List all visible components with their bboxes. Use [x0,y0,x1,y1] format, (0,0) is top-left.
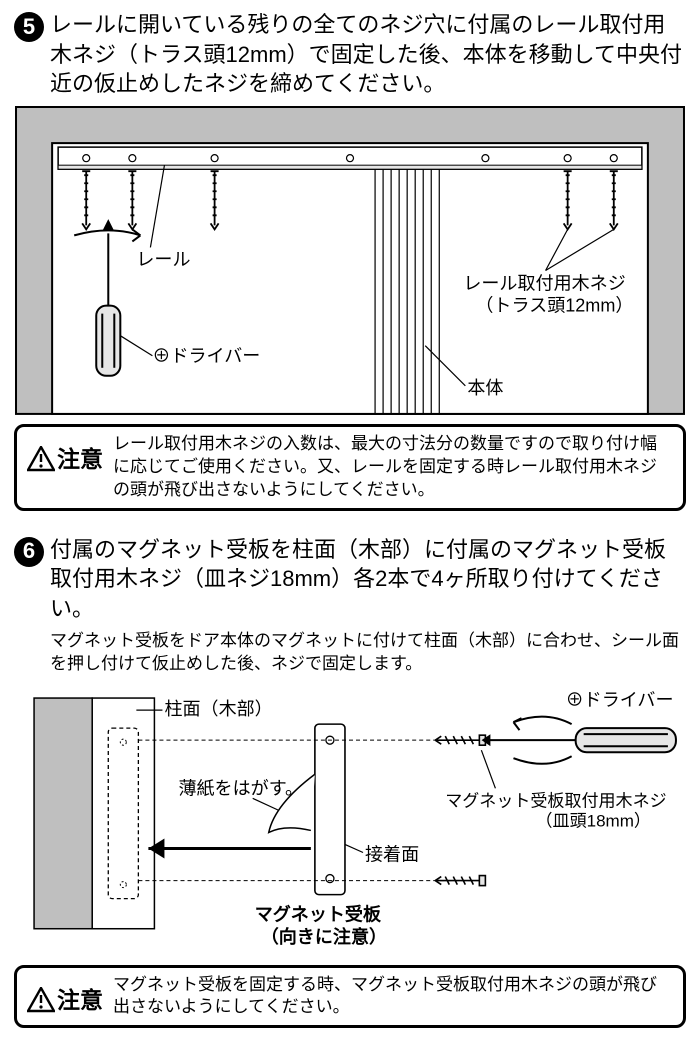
caution-text-6: マグネット受板を固定する時、マグネット受板取付用木ネジの頭が飛び出さないようにし… [113,974,673,1020]
label-screw1: レール取付用木ネジ [463,274,625,294]
step-5: 5 レールに開いている残りの全てのネジ穴に付属のレール取付用木ネジ（トラス頭12… [14,10,686,511]
warning-icon-6 [27,987,55,1013]
step6-number: 6 [14,537,44,567]
step6-header: 6 付属のマグネット受板を柱面（木部）に付属のマグネット受板取付用木ネジ（皿ネジ… [14,535,686,624]
step5-svg: レール ⊕ドライバー レール取付用木ネジ （トラス頭12mm） 本体 [14,105,686,416]
label-pillar: 柱面（木部） [164,699,272,719]
step5-diagram: レール ⊕ドライバー レール取付用木ネジ （トラス頭12mm） 本体 [14,105,686,416]
label-screw6b: （皿頭18mm） [536,811,651,830]
label-adhesive: 接着面 [365,844,419,864]
step-6: 6 付属のマグネット受板を柱面（木部）に付属のマグネット受板取付用木ネジ（皿ネジ… [14,535,686,1029]
caution-label-5: 注意 [27,433,103,475]
label-screw6a: マグネット受板取付用木ネジ [445,791,666,810]
step6-caution: 注意 マグネット受板を固定する時、マグネット受板取付用木ネジの頭が飛び出さないよ… [14,965,686,1029]
step5-caution: 注意 レール取付用木ネジの入数は、最大の寸法分の数量ですので取り付け幅に応じてご… [14,424,686,511]
label-plate: マグネット受板 [255,903,382,924]
warning-icon [27,446,55,472]
step6-subtext: マグネット受板をドア本体のマグネットに付けて柱面（木部）に合わせ、シール面を押し… [50,630,686,676]
step5-text: レールに開いている残りの全てのネジ穴に付属のレール取付用木ネジ（トラス頭12mm… [50,10,686,99]
step6-diagram: 柱面（木部） 接着面 薄紙をはがす。 [14,680,686,959]
step6-svg: 柱面（木部） 接着面 薄紙をはがす。 [14,680,686,951]
label-driver6: ⊕ドライバー [566,690,674,710]
label-body: 本体 [467,378,503,398]
caution-word-6: 注意 [57,984,103,1016]
step6-text: 付属のマグネット受板を柱面（木部）に付属のマグネット受板取付用木ネジ（皿ネジ18… [50,535,686,624]
label-peel: 薄紙をはがす。 [178,778,303,798]
label-driver: ⊕ドライバー [152,346,260,366]
caution-label-6: 注意 [27,974,103,1016]
step5-number: 5 [14,12,44,42]
step5-header: 5 レールに開いている残りの全てのネジ穴に付属のレール取付用木ネジ（トラス頭12… [14,10,686,99]
caution-word-5: 注意 [57,443,103,475]
label-screw2: （トラス頭12mm） [475,296,633,316]
caution-text-5: レール取付用木ネジの入数は、最大の寸法分の数量ですので取り付け幅に応じてご使用く… [113,433,673,502]
label-plate2: （向きに注意） [261,926,387,947]
label-rail: レール [136,250,190,270]
